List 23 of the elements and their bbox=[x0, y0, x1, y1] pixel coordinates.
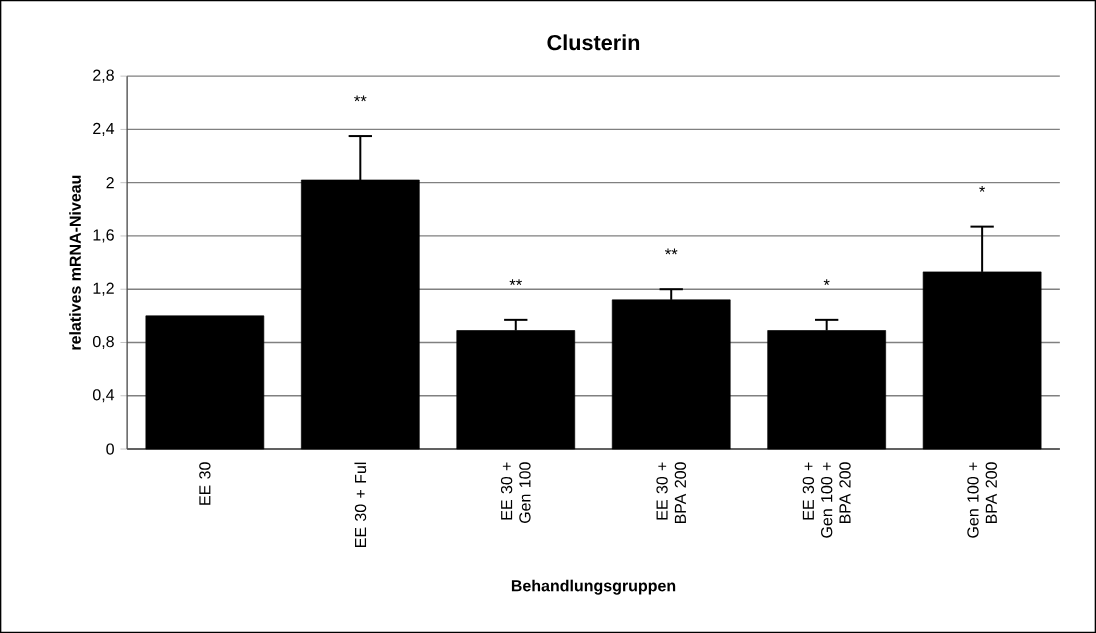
y-tick-label: 2 bbox=[106, 177, 114, 189]
bar bbox=[145, 315, 265, 450]
y-tick-label: 2,4 bbox=[93, 122, 115, 136]
y-axis-title: relatives mRNA-Niveau bbox=[69, 175, 81, 350]
annotation: * bbox=[979, 185, 986, 192]
y-tick-label: 0,4 bbox=[92, 389, 115, 403]
y-tick-label: 0 bbox=[106, 443, 114, 455]
x-tick-label: Gen 100 + BPA 200 bbox=[967, 462, 997, 538]
annotation: ** bbox=[354, 95, 367, 102]
y-tick-label: 2,8 bbox=[93, 69, 114, 83]
y-tick-label: 0,8 bbox=[92, 335, 114, 350]
y-tick-label: 1,6 bbox=[93, 229, 114, 243]
annotation: ** bbox=[509, 279, 522, 285]
annotation: * bbox=[823, 279, 830, 285]
x-tick-label: EE 30 + Gen 100 bbox=[500, 462, 531, 523]
x-tick-label: EE 30 + Ful bbox=[354, 462, 367, 547]
annotation: ** bbox=[665, 248, 678, 255]
x-tick-label: EE 30 + BPA 200 bbox=[656, 462, 687, 524]
x-axis-title: Behandlungsgruppen bbox=[511, 579, 676, 595]
x-tick-label: EE 30 bbox=[199, 462, 211, 505]
y-tick-label: 1,2 bbox=[93, 282, 114, 296]
x-tick-label: EE 30 + Gen 100 + BPA 200 bbox=[802, 462, 851, 538]
chart-title: Clusterin bbox=[547, 34, 640, 51]
